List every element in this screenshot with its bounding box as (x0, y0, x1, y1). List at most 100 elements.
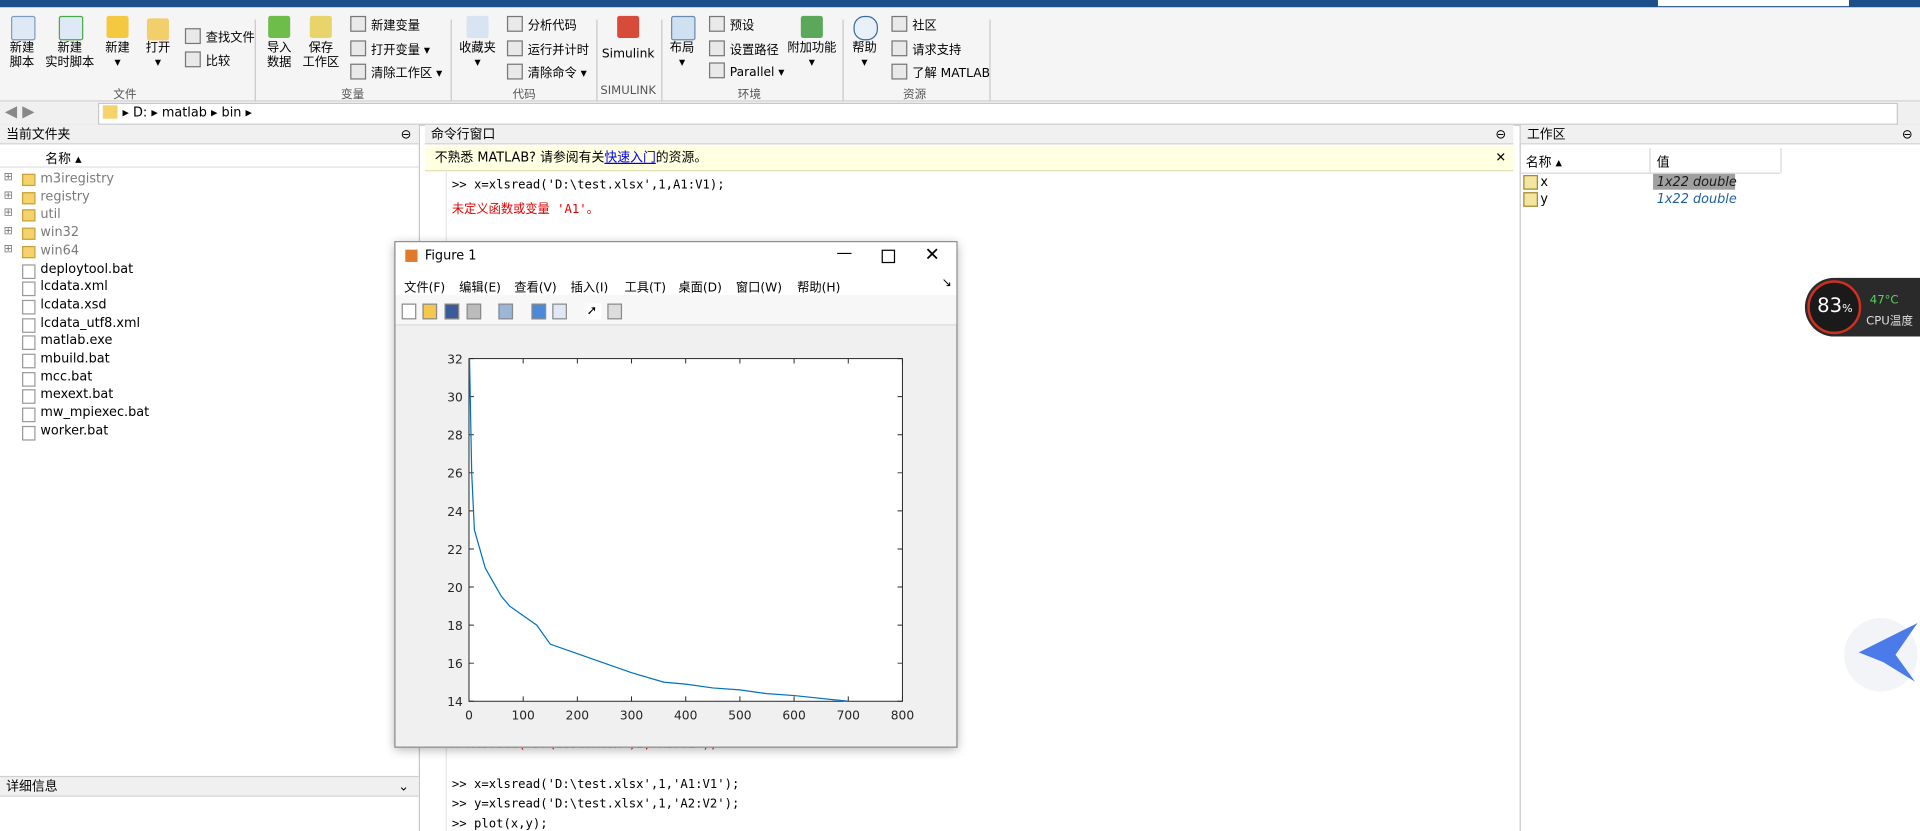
file-name[interactable]: deploytool.bat (40, 261, 134, 276)
column-header[interactable] (0, 147, 419, 168)
file-icon (22, 227, 36, 240)
nav-buttons[interactable]: ◀ ▶ (4, 102, 35, 122)
tool-button[interactable] (607, 303, 623, 320)
ribbon-small-button[interactable]: 查找文件 (184, 27, 255, 45)
x-tick-label: 0 (465, 709, 473, 723)
group-label: 环境 (737, 88, 762, 102)
label: 帮助 (852, 41, 877, 56)
menu-item[interactable]: 文件(F) (404, 281, 446, 295)
ribbon-small-button[interactable]: 比较 (184, 50, 230, 69)
menu-item[interactable]: 桌面(D) (678, 281, 722, 295)
ribbon-button[interactable]: 帮助 ▾ (852, 41, 877, 70)
tool-button[interactable] (552, 303, 567, 320)
path-segment[interactable]: bin (221, 105, 242, 120)
ribbon-small-button[interactable]: 新建变量 (350, 15, 420, 33)
expander[interactable]: ⊞ (3, 171, 13, 184)
ribbon-small-button[interactable]: 设置路径 (708, 39, 779, 58)
file-icon (22, 281, 36, 297)
ribbon-small-button[interactable]: 清除工作区 ▾ (350, 62, 442, 81)
file-name[interactable]: win32 (40, 225, 80, 240)
file-name[interactable]: mcc.bat (40, 369, 93, 384)
command-line: >> x=xlsread('D:\test.xlsx',1,'A1:V1'); (451, 778, 740, 792)
ribbon-small-button[interactable]: Parallel ▾ (708, 62, 784, 80)
label: 脚本 (9, 56, 35, 70)
command-line: >> plot(x,y); (451, 817, 548, 831)
ribbon-button[interactable]: 新建 实时脚本 (45, 42, 94, 71)
expander[interactable]: ⊞ (3, 225, 13, 238)
minimize[interactable]: — (836, 244, 853, 264)
expander[interactable]: ⊞ (3, 207, 13, 220)
tool-button[interactable] (498, 303, 514, 320)
expander[interactable]: ⊞ (3, 243, 13, 256)
group-label: SIMULINK (600, 84, 656, 98)
column-name[interactable]: 名称 ▴ (45, 151, 82, 167)
file-name[interactable]: mbuild.bat (40, 351, 110, 366)
expander[interactable]: ⊞ (3, 189, 13, 202)
tool-button[interactable] (444, 303, 460, 320)
ribbon-button[interactable]: Simulink (602, 48, 655, 63)
cpu-label: CPU温度 (1866, 314, 1914, 328)
file-name[interactable]: m3iregistry (40, 171, 114, 187)
path-segment[interactable]: matlab (161, 105, 207, 120)
ribbon-small-button[interactable]: 请求支持 (891, 39, 961, 58)
path-box[interactable] (97, 102, 1898, 125)
file-name[interactable]: win64 (40, 243, 80, 258)
label: 打开变量 (371, 44, 421, 58)
tool-button[interactable] (422, 303, 438, 320)
label: 了解 MATLAB (912, 67, 990, 81)
close[interactable]: ✕ (924, 243, 940, 266)
ribbon-button[interactable]: 导入 数据 (267, 42, 291, 71)
tool-button[interactable] (401, 303, 417, 320)
ribbon-button[interactable]: 收藏夹 ▾ (459, 41, 496, 70)
ribbon-button[interactable]: 新建 脚本 (10, 42, 34, 71)
y-tick-label: 30 (447, 391, 463, 405)
notice-text: 不熟悉 MATLAB? 请参阅有关 (434, 150, 605, 166)
panel-title: 详细信息 (6, 779, 58, 795)
ribbon-button[interactable]: 打开 ▾ (145, 41, 171, 70)
column-value[interactable]: 值 (1656, 155, 1670, 171)
ribbon-button[interactable]: 新建 ▾ (105, 41, 130, 70)
file-name[interactable]: matlab.exe (40, 333, 113, 348)
file-name[interactable]: lcdata_utf8.xml (40, 315, 141, 330)
ribbon-small-button[interactable]: 打开变量 ▾ (350, 39, 430, 58)
file-name[interactable]: registry (40, 189, 90, 205)
details-header[interactable]: 详细信息 ⌄ (0, 775, 419, 797)
file-name[interactable]: lcdata.xsd (40, 297, 107, 312)
y-tick-label: 26 (447, 467, 463, 481)
ribbon-button[interactable]: 附加功能 ▾ (787, 41, 837, 70)
file-name[interactable]: mexext.bat (40, 387, 114, 402)
file-name[interactable]: lcdata.xml (40, 279, 108, 294)
notice-link[interactable]: 快速入门 (604, 150, 656, 166)
tool-button[interactable]: ➚ (586, 303, 602, 320)
menu-item[interactable]: 帮助(H) (797, 281, 841, 295)
title-strip (0, 0, 1920, 8)
ribbon-small-button[interactable]: 运行并计时 (506, 39, 589, 58)
file-name[interactable]: mw_mpiexec.bat (40, 405, 150, 420)
tool-button[interactable] (531, 303, 547, 320)
file-icon (22, 353, 36, 369)
ribbon-small-button[interactable]: 了解 MATLAB (891, 62, 990, 81)
panel-header: 工作区 ⊖ (1520, 124, 1920, 145)
file-name[interactable]: util (40, 207, 61, 222)
var-name[interactable]: x (1540, 175, 1549, 190)
ribbon-small-button[interactable]: 预设 (708, 15, 754, 33)
file-name[interactable]: worker.bat (40, 423, 109, 438)
column-name[interactable]: 名称 ▴ (1525, 155, 1562, 171)
menu-item[interactable]: 查看(V) (514, 281, 557, 295)
menu-item[interactable]: 窗口(W) (735, 281, 783, 295)
ribbon-button[interactable]: 保存 工作区 (302, 42, 339, 71)
maximize[interactable] (881, 249, 896, 264)
search-box[interactable] (1657, 0, 1849, 7)
var-name[interactable]: y (1540, 192, 1549, 207)
ribbon-small-button[interactable]: 清除命令 ▾ (506, 62, 587, 81)
menu-item[interactable]: 插入(I) (570, 281, 609, 295)
menu-item[interactable]: 工具(T) (624, 281, 667, 295)
label: 导入 (266, 41, 292, 56)
ribbon-small-button[interactable]: 社区 (891, 15, 937, 33)
ribbon-button[interactable]: 布局 ▾ (669, 41, 695, 70)
path-segment[interactable]: D: (132, 105, 148, 120)
tool-button[interactable] (466, 303, 482, 320)
ribbon-small-button[interactable]: 分析代码 (506, 15, 577, 33)
label: 附加功能 (787, 41, 837, 56)
menu-item[interactable]: 编辑(E) (459, 281, 501, 295)
